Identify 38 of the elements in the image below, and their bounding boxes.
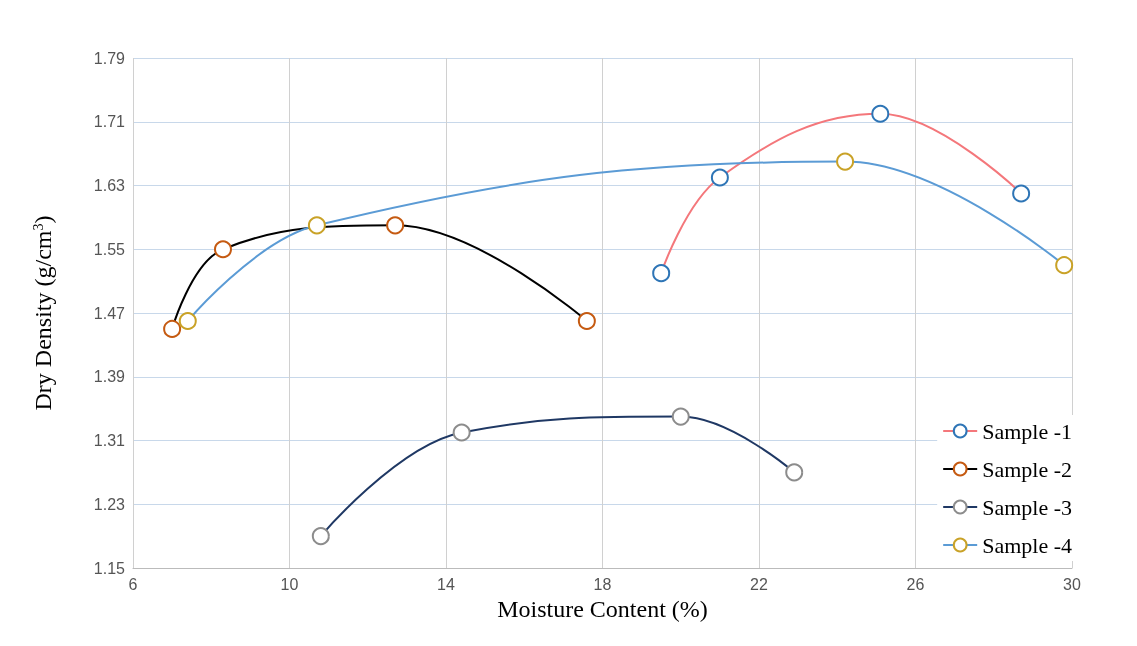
- y-tick-label: 1.23: [93, 495, 126, 513]
- point: [1012, 184, 1031, 203]
- point: [652, 264, 671, 283]
- point: [710, 168, 729, 187]
- point: [871, 104, 890, 123]
- point: [836, 152, 855, 171]
- y-tick-label: 1.79: [93, 49, 126, 67]
- legend-label: Sample -2: [982, 456, 1073, 482]
- y-tick-label: 1.71: [93, 113, 126, 131]
- point: [214, 240, 232, 259]
- x-tick-label: 30: [1063, 575, 1081, 593]
- point: [671, 407, 690, 426]
- legend-label: Sample -1: [982, 418, 1073, 444]
- point: [163, 319, 182, 338]
- point: [311, 527, 330, 546]
- x-tick-label: 10: [280, 575, 299, 593]
- x-tick-label: 26: [906, 575, 925, 593]
- point: [1055, 256, 1074, 275]
- legend-label: Sample -3: [982, 494, 1073, 520]
- point: [178, 311, 197, 330]
- x-tick-label: 18: [593, 575, 612, 593]
- x-tick-label: 14: [437, 575, 455, 593]
- y-tick-label: 1.15: [93, 559, 126, 577]
- point: [307, 216, 326, 235]
- point: [386, 216, 405, 235]
- y-axis-title: Dry Density (g/cm3): [30, 215, 56, 411]
- point: [452, 423, 471, 442]
- x-tick-label: 6: [128, 575, 138, 593]
- y-tick-label: 1.31: [93, 432, 126, 449]
- point: [577, 311, 596, 330]
- y-tick-label: 1.47: [93, 304, 126, 322]
- y-tick-label: 1.39: [93, 368, 126, 386]
- y-tick-label: 1.55: [93, 240, 126, 258]
- legend-label: Sample -4: [982, 532, 1073, 558]
- x-axis-title: Moisture Content (%): [497, 595, 708, 622]
- x-tick-label: 22: [750, 575, 768, 593]
- y-tick-label: 1.63: [93, 177, 126, 194]
- point: [785, 463, 804, 482]
